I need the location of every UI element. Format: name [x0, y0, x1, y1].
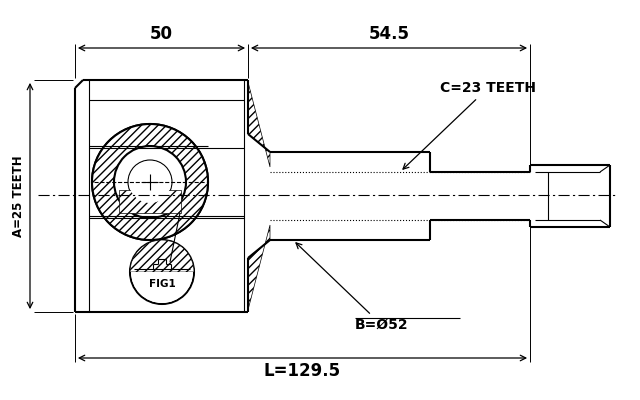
Circle shape	[128, 160, 172, 204]
Wedge shape	[131, 272, 193, 303]
Circle shape	[92, 124, 208, 240]
Text: 50: 50	[150, 25, 173, 43]
Circle shape	[92, 124, 208, 240]
Circle shape	[129, 161, 171, 203]
Circle shape	[114, 146, 186, 218]
Circle shape	[130, 240, 194, 304]
Polygon shape	[238, 80, 430, 172]
Text: A=25 TEETH: A=25 TEETH	[12, 155, 25, 237]
Wedge shape	[130, 240, 194, 272]
Text: B=Ø52: B=Ø52	[296, 243, 408, 332]
Polygon shape	[119, 190, 181, 213]
Polygon shape	[248, 225, 270, 310]
Text: C=23 TEETH: C=23 TEETH	[403, 81, 536, 169]
Polygon shape	[248, 82, 270, 167]
Text: 54.5: 54.5	[369, 25, 410, 43]
Text: L=129.5: L=129.5	[264, 362, 341, 380]
Text: FIG1: FIG1	[148, 279, 175, 289]
